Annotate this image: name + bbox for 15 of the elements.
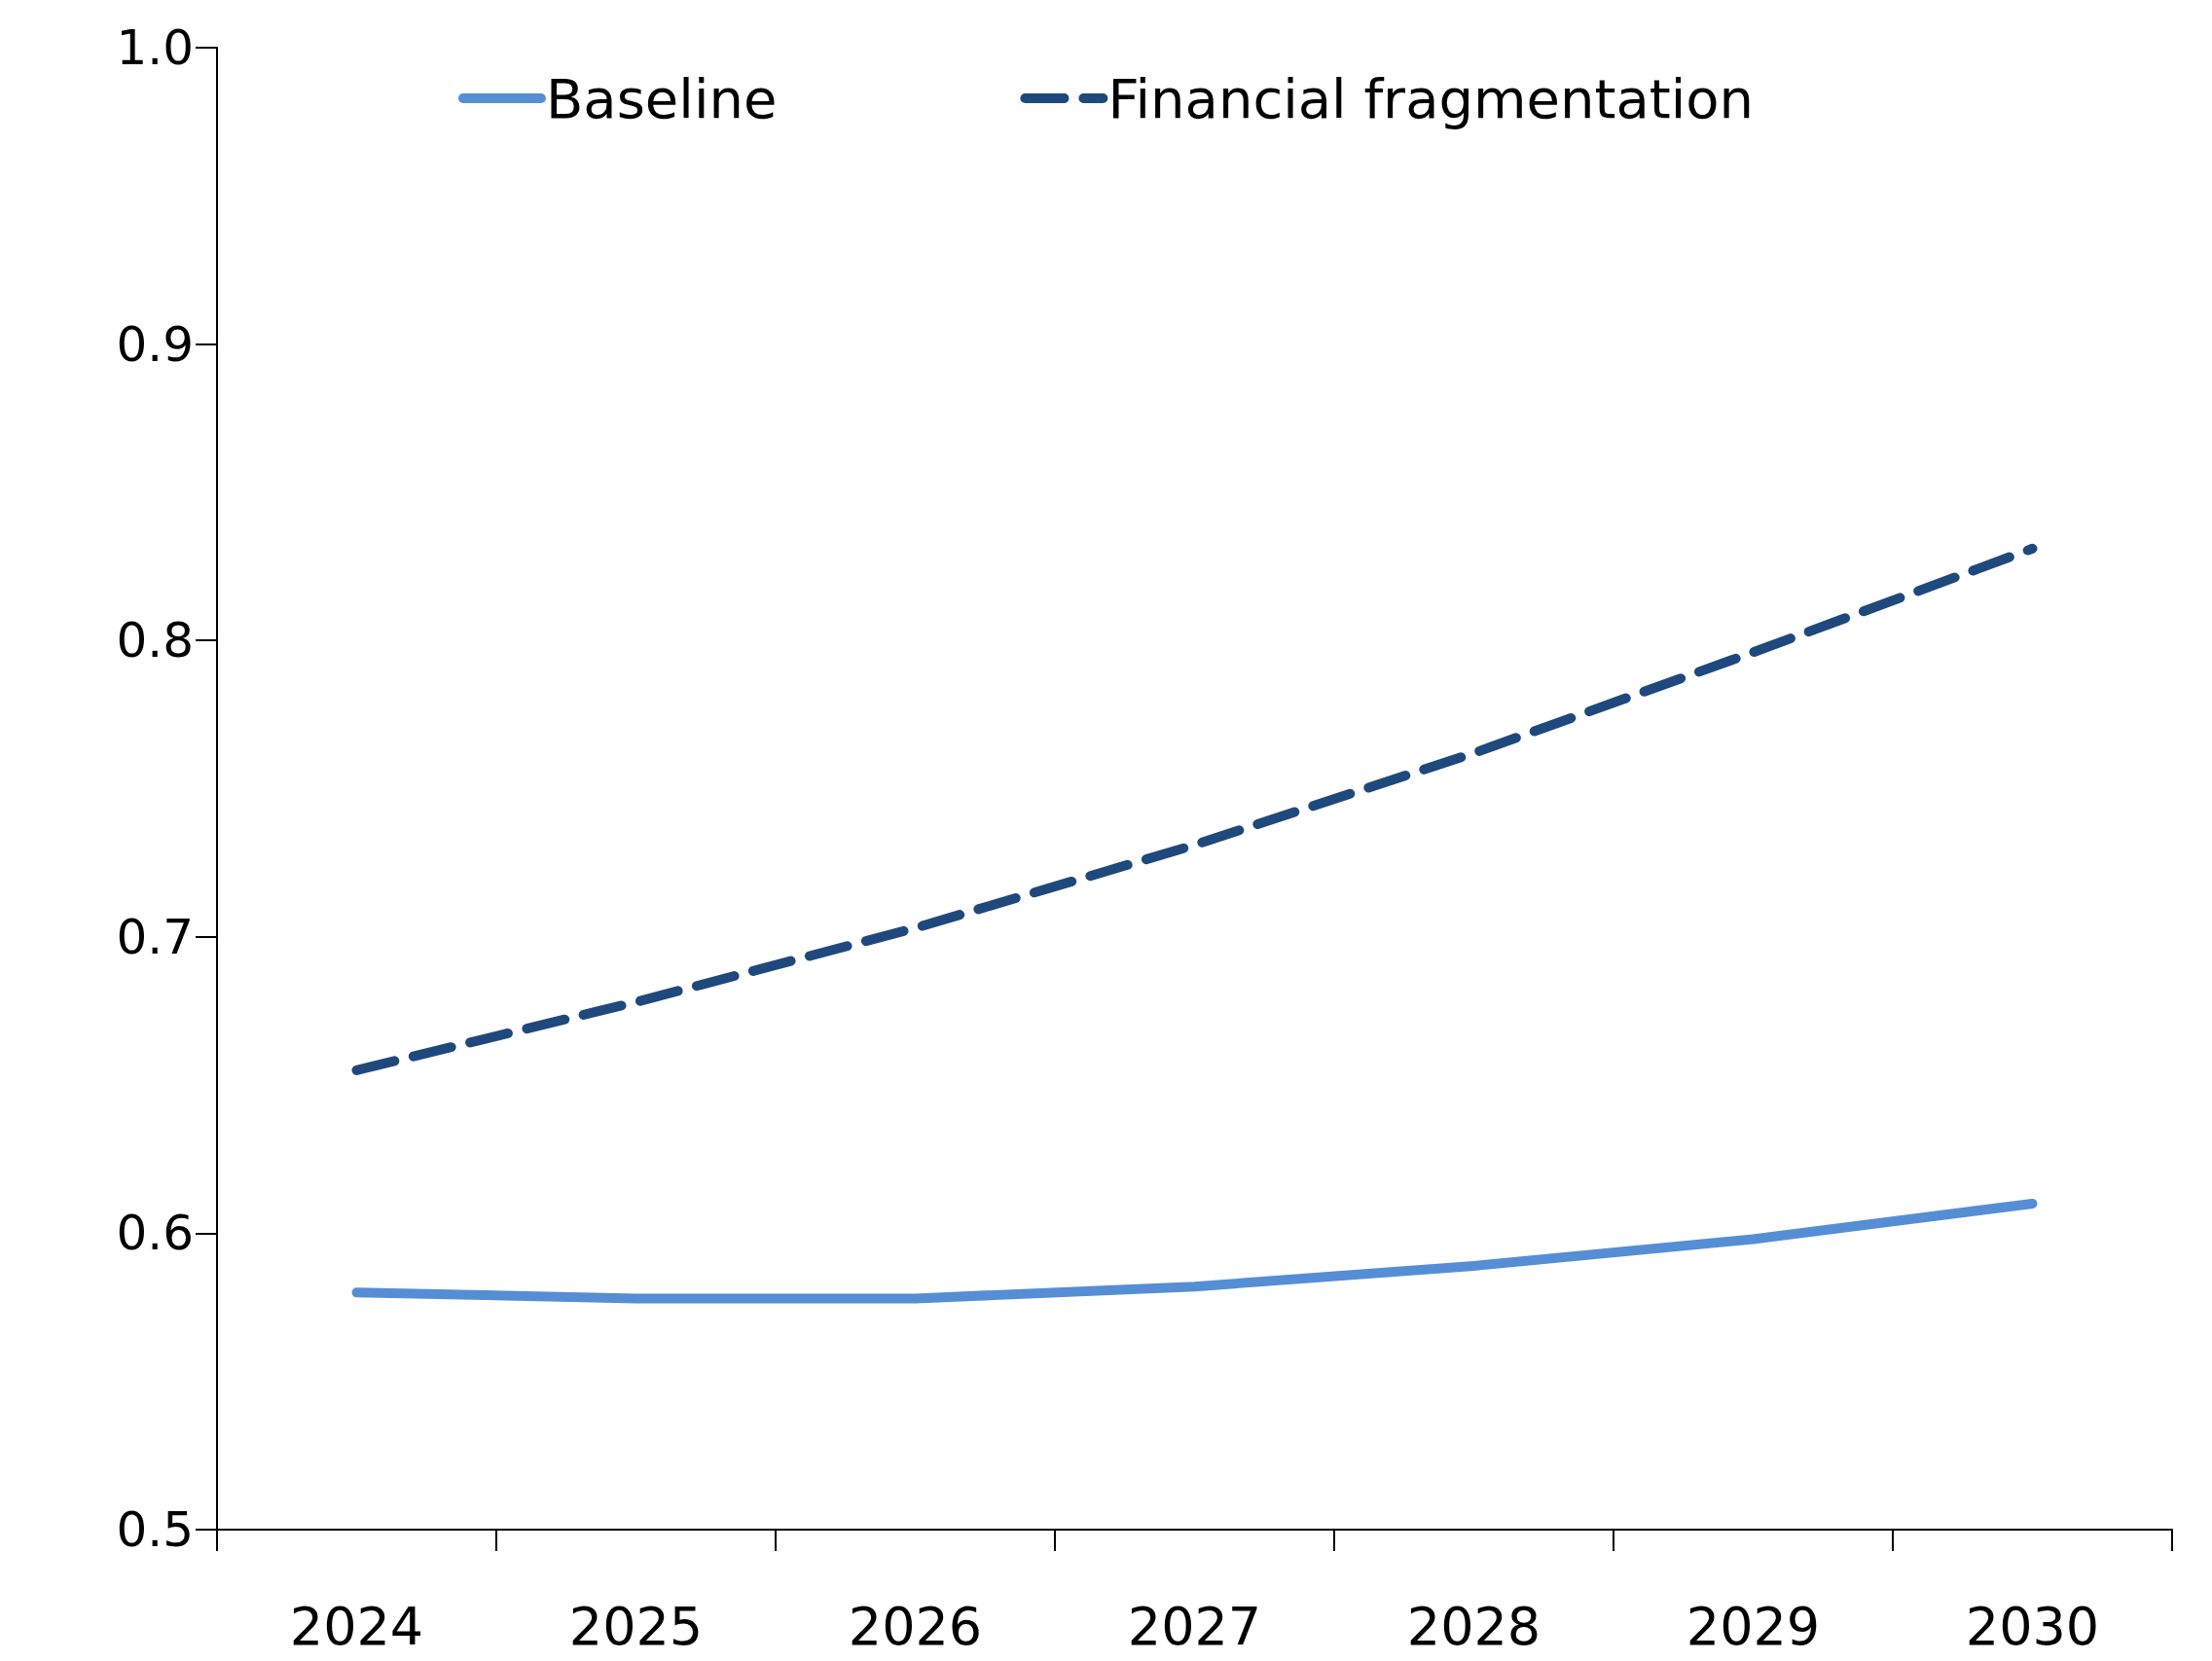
x-tick-label: 2028 [1406, 1595, 1541, 1657]
legend-label: Financial fragmentation [1107, 66, 1755, 130]
y-tick-label: 0.5 [116, 1501, 194, 1558]
y-tick-label: 0.7 [116, 908, 194, 965]
x-tick-label: 2024 [289, 1595, 424, 1657]
x-tick-label: 2029 [1686, 1595, 1821, 1657]
x-tick-label: 2025 [568, 1595, 704, 1657]
x-tick-label: 2026 [848, 1595, 983, 1657]
y-tick-label: 0.6 [116, 1205, 194, 1262]
x-tick-label: 2027 [1127, 1595, 1262, 1657]
y-tick-label: 0.8 [116, 612, 194, 669]
x-tick-label: 2030 [1965, 1595, 2100, 1657]
y-tick-label: 1.0 [116, 19, 194, 76]
legend-label: Baseline [545, 66, 778, 130]
y-tick-label: 0.9 [116, 315, 194, 373]
